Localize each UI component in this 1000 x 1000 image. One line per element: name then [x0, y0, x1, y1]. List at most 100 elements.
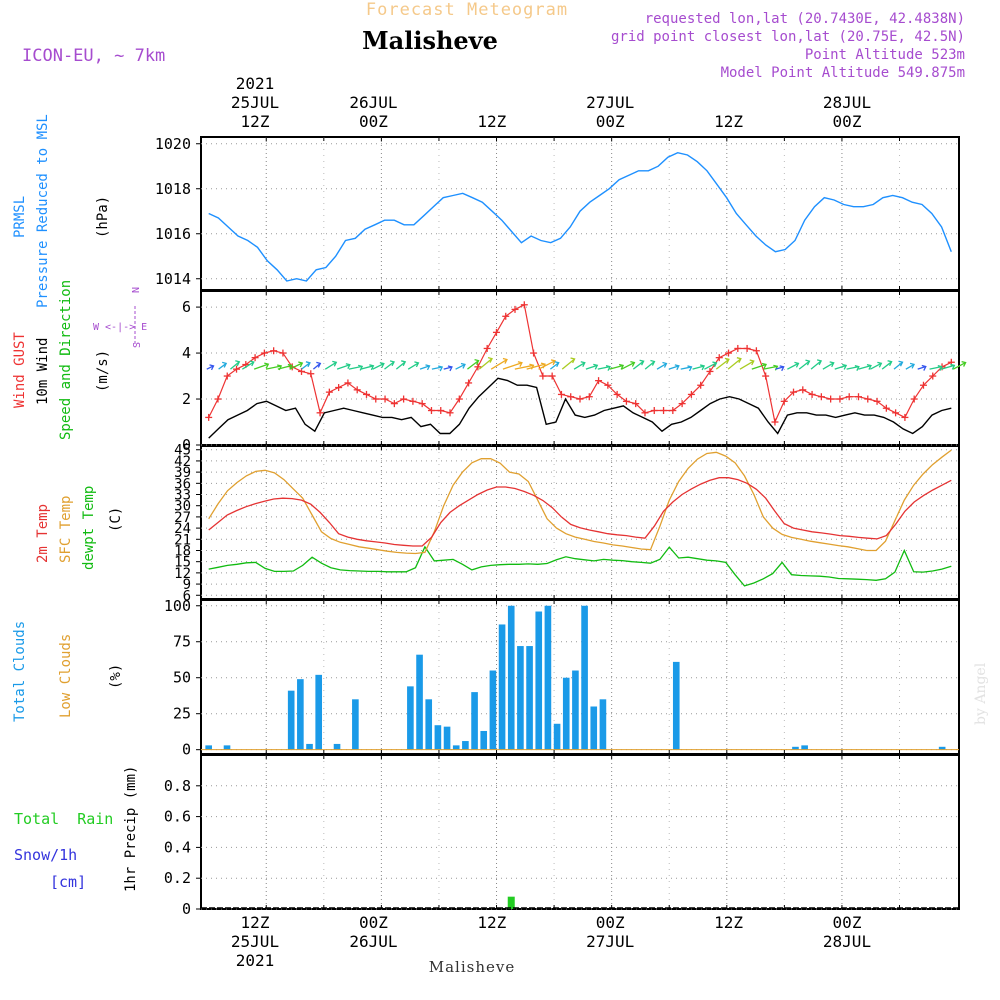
y-tick-label: 33 — [174, 488, 191, 504]
gust-marker — [734, 344, 742, 352]
wind-arrow-head — [749, 359, 755, 366]
wind-arrow-head — [605, 365, 611, 371]
wind-arrow-head — [438, 365, 444, 372]
gust-marker — [520, 301, 528, 309]
wind-arrow-shaft — [585, 364, 598, 370]
y-tick-label: 1016 — [155, 225, 191, 243]
wind-arrow-head — [699, 364, 706, 371]
pressure-unit: (hPa) — [95, 196, 111, 238]
wind-arrow-head — [630, 360, 636, 367]
wind-arrow-shaft — [538, 360, 556, 370]
bottom-time-label: 28JUL — [823, 932, 871, 951]
gust-marker — [604, 381, 612, 389]
cloud-bar — [581, 605, 588, 750]
gust-marker — [790, 388, 798, 396]
wind-arrow-shaft — [621, 361, 635, 370]
t2m-label: 2m Temp — [35, 504, 51, 563]
wind10-line — [208, 377, 952, 439]
wind-arrow-head — [316, 361, 322, 368]
cloud-bar — [572, 670, 579, 750]
wind-arrow — [549, 361, 560, 370]
wind-arrow-head — [401, 360, 407, 367]
wind-arrow-shaft — [502, 362, 523, 370]
wind-arrow-head — [877, 361, 883, 368]
wind-gust-label: Wind GUST — [12, 332, 28, 408]
wind-arrow-shaft — [846, 366, 859, 370]
wind-arrow-head — [687, 365, 693, 372]
gust-marker — [687, 390, 695, 398]
panel-frame-precip — [200, 754, 960, 910]
bottom-time-label: 25JUL — [231, 932, 279, 951]
wind-arrow-shaft — [395, 361, 406, 370]
wind-arrow-shaft — [727, 358, 742, 370]
gust-marker — [316, 409, 324, 417]
gust-marker — [771, 418, 779, 426]
wind-arrow-shaft — [798, 360, 810, 370]
cloud-bar — [480, 730, 488, 750]
gust-marker — [725, 349, 733, 357]
wind-arrow-head — [379, 361, 385, 368]
wind-arrow-head — [805, 359, 811, 366]
gust-marker — [381, 395, 389, 403]
wind-arrow-head — [937, 365, 943, 371]
gust-marker — [799, 386, 807, 394]
wind-arrow-shaft — [704, 362, 717, 370]
wind-arrow-head — [773, 364, 779, 371]
wind-arrow-head — [829, 361, 835, 368]
wind-arrow — [846, 365, 860, 371]
cloud-bar — [306, 743, 313, 750]
wind-arrow-head — [887, 360, 893, 367]
wind-arrow-shaft — [336, 364, 351, 370]
wind-arrow-shaft — [941, 364, 955, 370]
wind-arrow — [490, 357, 508, 370]
cloud-bar — [416, 654, 423, 750]
gust-marker — [585, 393, 593, 401]
wind-arrow-shaft — [632, 360, 645, 370]
wind-arrow — [253, 362, 270, 370]
wind-arrow-shaft — [277, 364, 293, 370]
y-tick-label: 25 — [173, 705, 191, 723]
wind-arrow — [905, 362, 916, 370]
sfc-label: SFC Temp — [58, 496, 74, 563]
top-time-label: 26JUL — [349, 93, 397, 112]
compass-we: W <-|-> E — [93, 322, 147, 333]
wind-arrow-shaft — [858, 364, 872, 370]
gust-marker — [409, 397, 417, 405]
y-tick-label: 0 — [182, 741, 191, 759]
top-time-label: 12Z — [241, 112, 270, 131]
cloud-bar — [792, 746, 799, 750]
y-tick-label: 39 — [174, 465, 191, 481]
cloud-bar — [562, 677, 570, 750]
rain-label: Total Rain — [14, 810, 113, 828]
wind-arrow — [419, 364, 431, 371]
gust-marker — [743, 344, 751, 352]
wind-arrow-head — [305, 361, 311, 368]
wind-arrow-head — [209, 364, 215, 371]
wind-arrow-shaft — [490, 358, 508, 370]
panel-frame-temp — [200, 445, 960, 600]
gust-marker — [418, 400, 426, 408]
wind-arrow — [881, 360, 893, 370]
wind-arrow — [561, 357, 576, 370]
gust-marker — [557, 390, 565, 398]
wind-arrow-shaft — [834, 364, 847, 370]
wind-arrow-head — [369, 364, 375, 371]
wind-arrow — [952, 360, 967, 370]
wind-arrow-shaft — [952, 362, 966, 370]
wind-arrow — [668, 364, 680, 371]
wind-arrow — [810, 359, 823, 370]
wind-arrow-shaft — [775, 366, 784, 370]
gust-marker — [344, 379, 352, 387]
gust-marker — [715, 354, 723, 362]
gust-marker — [353, 386, 361, 394]
wind-arrow — [372, 361, 385, 370]
wind-arrow-head — [794, 361, 800, 368]
wind-arrow-head — [580, 361, 586, 367]
dew-label: dewpt Temp — [81, 486, 97, 570]
gust-marker — [882, 404, 890, 412]
wind-arrow — [241, 360, 255, 370]
gust-marker — [919, 381, 927, 389]
gust-marker — [279, 349, 287, 357]
wind-arrow — [834, 363, 848, 370]
